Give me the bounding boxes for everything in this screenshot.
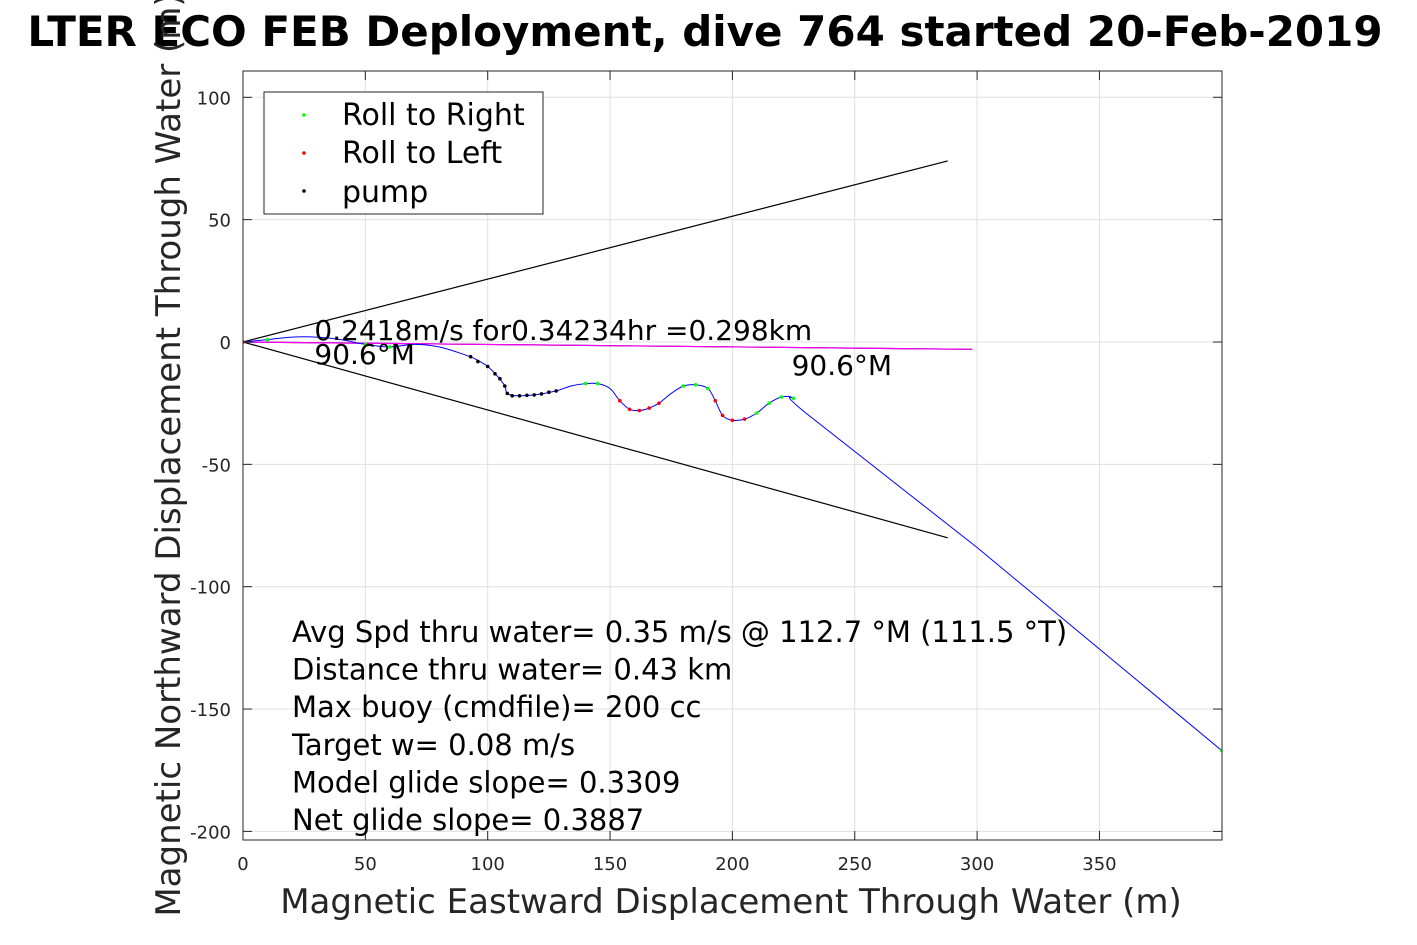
legend-label-roll-right: Roll to Right <box>342 98 525 133</box>
stat-line: Max buoy (cmdfile)= 200 cc <box>292 690 701 724</box>
legend-marker-pump <box>302 189 306 193</box>
roll-left-marker <box>647 406 651 410</box>
line-cone-upper <box>243 160 948 343</box>
roll-right-marker <box>388 345 392 349</box>
pump-marker <box>517 394 522 398</box>
roll-left-marker <box>742 417 747 421</box>
x-axis-label: Magnetic Eastward Displacement Through W… <box>280 882 1182 922</box>
y-axis-label: Magnetic Northward Displacement Through … <box>149 0 189 917</box>
stat-line: Distance thru water= 0.43 km <box>292 653 732 687</box>
legend-label-roll-left: Roll to Left <box>342 136 502 171</box>
pump-marker <box>539 392 544 396</box>
legend-box <box>263 91 544 215</box>
roll-right-marker <box>706 386 710 391</box>
pump-marker <box>485 364 490 369</box>
y-tick-label: -100 <box>190 578 231 599</box>
pump-marker <box>532 393 536 397</box>
roll-left-marker <box>627 407 632 412</box>
roll-right-marker <box>596 381 600 386</box>
pump-marker <box>503 384 507 388</box>
stats-block: Avg Spd thru water= 0.35 m/s @ 112.7 °M … <box>291 615 1067 837</box>
x-tick-label: 0 <box>237 854 248 875</box>
x-tick-label: 350 <box>1082 854 1116 875</box>
roll-right-marker <box>681 384 686 388</box>
legend-marker-roll-right <box>302 113 306 117</box>
y-tick-label: 50 <box>208 211 231 232</box>
pump-marker <box>505 391 510 396</box>
pump-marker <box>498 376 502 381</box>
annotation-text: 0.2418m/s for0.34234hr =0.298km <box>314 314 812 347</box>
roll-left-marker <box>720 413 725 418</box>
pump-marker <box>525 393 529 398</box>
x-tick-label: 150 <box>593 854 627 875</box>
pump-marker <box>547 390 551 395</box>
y-tick-label: 100 <box>197 88 231 109</box>
roll-right-marker <box>693 383 698 387</box>
roll-left-marker <box>618 398 622 403</box>
roll-right-marker <box>755 411 759 415</box>
roll-left-marker <box>730 418 735 423</box>
track-line <box>243 336 1222 751</box>
pump-marker <box>493 372 497 376</box>
roll-right-marker <box>363 342 368 347</box>
roll-right-marker <box>791 396 796 401</box>
y-tick-label: -150 <box>190 700 231 721</box>
y-tick-label: -50 <box>202 455 231 476</box>
y-tick-label: 0 <box>220 333 231 354</box>
stat-line: Target w= 0.08 m/s <box>291 728 575 762</box>
legend: Roll to Right Roll to Left pump <box>263 91 544 215</box>
pump-marker <box>510 394 514 398</box>
y-tick-label: -200 <box>190 822 231 843</box>
roll-right-marker <box>583 381 588 386</box>
pump-marker <box>554 389 558 393</box>
roll-left-marker <box>657 401 661 406</box>
roll-right-marker <box>779 395 784 399</box>
line-cone-lower <box>243 341 948 539</box>
x-tick-label: 250 <box>838 854 872 875</box>
stat-line: Avg Spd thru water= 0.35 m/s @ 112.7 °M … <box>292 615 1067 649</box>
legend-label-pump: pump <box>342 175 428 210</box>
x-tick-label: 200 <box>715 854 749 875</box>
roll-right-marker <box>767 401 771 406</box>
axis-ticks: 0 50 100 150 200 250 300 350 100 50 0 -50 -100 -150 -2… <box>190 71 1222 875</box>
roll-left-marker <box>637 408 642 413</box>
pump-marker <box>468 354 473 359</box>
pump-marker <box>476 359 480 364</box>
chart-title: LTER ECO FEB Deployment, dive 764 starte… <box>27 7 1382 56</box>
x-tick-label: 50 <box>354 854 377 875</box>
stat-line: Model glide slope= 0.3309 <box>292 765 680 799</box>
annotation-text: 90.6°M <box>314 338 415 371</box>
plot-series <box>243 160 1222 753</box>
roll-left-marker <box>713 398 718 403</box>
stat-line: Net glide slope= 0.3887 <box>292 803 644 837</box>
legend-marker-roll-left <box>302 151 306 155</box>
annotation-text: 90.6°M <box>792 349 893 382</box>
x-tick-label: 100 <box>471 854 505 875</box>
x-tick-label: 300 <box>960 854 994 875</box>
roll-right-marker <box>265 337 270 342</box>
